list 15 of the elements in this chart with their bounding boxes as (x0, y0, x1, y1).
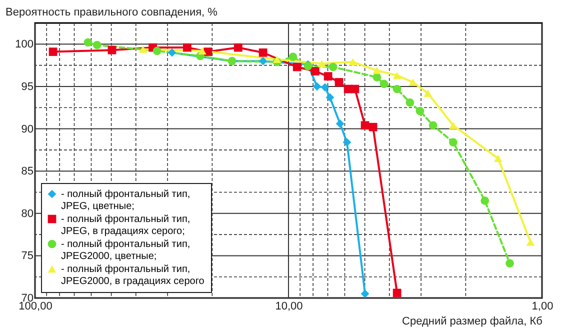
y-tick-label: 90 (21, 123, 34, 136)
x-tick-label: 1,00 (532, 300, 554, 312)
x-tick-label: 100,00 (18, 300, 52, 312)
y-axis-title: Вероятность правильного совпадения, % (6, 6, 218, 18)
y-tick-label: 85 (21, 166, 34, 178)
y-tick-label: 100 (15, 38, 34, 51)
y-tick-label: 75 (21, 250, 34, 262)
legend-label: - полный фронтальный тип, JPEG, в градациях серого; (61, 214, 190, 237)
legend-label: - полный фронтальный тип, JPEG, цветные; (61, 189, 190, 212)
y-tick-label: 95 (21, 80, 34, 93)
legend-label: - полный фронтальный тип, JPEG2000, в градациях серого (61, 264, 205, 287)
x-axis-title: Средний размер файла, Кб (402, 316, 542, 328)
legend-label: - полный фронтальный тип, JPEG2000, цветные; (61, 239, 190, 262)
x-tick-label: 10,00 (275, 300, 303, 312)
y-tick-label: 80 (21, 208, 34, 220)
